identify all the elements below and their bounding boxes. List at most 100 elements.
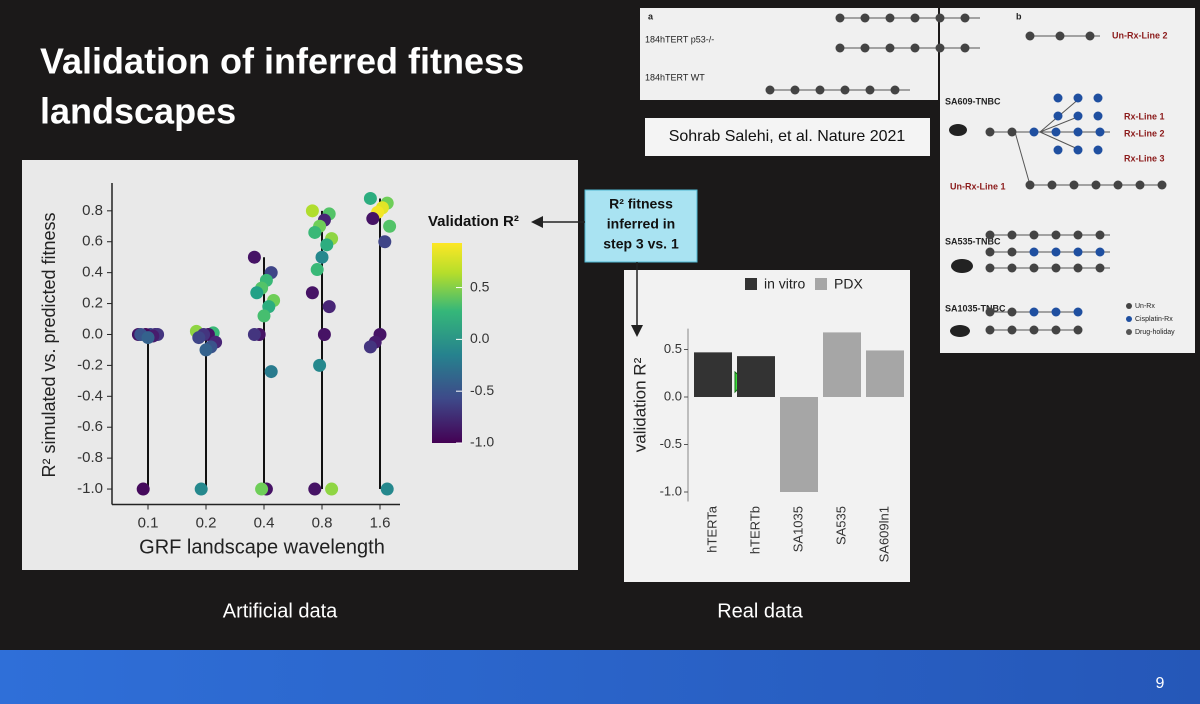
mouse-icon	[950, 325, 970, 337]
model-label: SA535-TNBC	[945, 236, 1001, 246]
model-label: SA1035-TNBC	[945, 303, 1006, 313]
node	[1051, 325, 1061, 335]
x-axis-label: GRF landscape wavelength	[139, 536, 385, 558]
node	[1093, 145, 1103, 155]
point	[255, 482, 269, 496]
point	[264, 365, 278, 379]
node	[885, 43, 895, 53]
mouse-icon	[951, 259, 973, 273]
node	[885, 13, 895, 23]
node	[1095, 263, 1105, 273]
node	[1093, 111, 1103, 121]
bar	[694, 352, 732, 397]
node	[1051, 263, 1061, 273]
y-tick-label: 0.2	[82, 295, 103, 312]
node	[1073, 145, 1083, 155]
slide-title: landscapes	[40, 91, 236, 132]
line-label: Rx-Line 3	[1124, 153, 1165, 163]
x-tick-label: hTERTb	[747, 506, 762, 554]
node	[1007, 307, 1017, 317]
row-label: 184hTERT WT	[645, 72, 705, 82]
point	[315, 250, 329, 264]
mouse-icon	[949, 124, 967, 136]
model-label: SA609-TNBC	[945, 96, 1001, 106]
node	[985, 247, 995, 257]
node	[1095, 127, 1105, 137]
node	[1051, 307, 1061, 317]
node	[1073, 230, 1083, 240]
colorbar-tick-label: -0.5	[470, 382, 494, 398]
y-tick-label: -0.6	[77, 418, 103, 435]
point	[313, 358, 327, 372]
node	[1029, 127, 1039, 137]
node	[1051, 230, 1061, 240]
point	[320, 238, 334, 252]
legend-dot	[1126, 303, 1132, 309]
node	[1053, 111, 1063, 121]
line-label: Un-Rx-Line 1	[950, 181, 1006, 191]
node	[1029, 247, 1039, 257]
figure: a 184hTERT p53-/- 184hTERT WT b SA609-TN…	[645, 11, 1175, 337]
point	[192, 331, 206, 345]
node	[835, 13, 845, 23]
node	[815, 85, 825, 95]
colorbar-tick-label: 0.5	[470, 278, 490, 294]
legend-dot	[1126, 316, 1132, 322]
point	[247, 327, 261, 341]
scatter-panel	[22, 160, 578, 570]
citation: Sohrab Salehi, et al. Nature 2021	[669, 128, 906, 145]
panel-label: a	[648, 11, 654, 21]
point	[199, 343, 213, 357]
legend-label: in vitro	[764, 276, 805, 292]
point	[322, 300, 336, 314]
node	[985, 307, 995, 317]
y-tick-label: -0.2	[77, 356, 103, 373]
node	[1085, 31, 1095, 41]
y-tick-label: -0.5	[660, 436, 682, 451]
y-tick-label: 0.5	[664, 341, 682, 356]
row-label: 184hTERT p53-/-	[645, 34, 714, 44]
edge	[1039, 131, 1081, 151]
bar	[823, 332, 861, 397]
point	[250, 286, 264, 300]
x-tick-label: SA609ln1	[876, 506, 891, 562]
node	[1069, 180, 1079, 190]
node	[1007, 247, 1017, 257]
node	[840, 85, 850, 95]
point	[380, 482, 394, 496]
node	[1093, 93, 1103, 103]
node	[1091, 180, 1101, 190]
bar-panel	[624, 270, 910, 582]
node	[1073, 93, 1083, 103]
node	[1073, 307, 1083, 317]
point	[247, 250, 261, 264]
node	[1007, 263, 1017, 273]
node	[790, 85, 800, 95]
edge	[1014, 131, 1031, 186]
node	[1073, 263, 1083, 273]
node	[985, 127, 995, 137]
point	[141, 331, 155, 345]
node	[1007, 230, 1017, 240]
colorbar-title: Validation R²	[428, 213, 519, 230]
node	[1053, 93, 1063, 103]
colorbar-tick-label: -1.0	[470, 434, 494, 450]
x-tick-label: SA1035	[790, 506, 805, 552]
legend-swatch	[745, 278, 757, 290]
node	[1029, 230, 1039, 240]
line-label: Un-Rx-Line 2	[1112, 30, 1168, 40]
point	[308, 482, 322, 496]
y-tick-label: -1.0	[77, 480, 103, 497]
callout-text: R² fitness	[609, 196, 673, 212]
node	[1047, 180, 1057, 190]
node	[1029, 325, 1039, 335]
node	[1025, 180, 1035, 190]
node	[1053, 145, 1063, 155]
legend-dot	[1126, 329, 1132, 335]
node	[1051, 247, 1061, 257]
node	[865, 85, 875, 95]
node	[1073, 325, 1083, 335]
colorbar-tick-label: 0.0	[470, 330, 490, 346]
node	[1157, 180, 1167, 190]
